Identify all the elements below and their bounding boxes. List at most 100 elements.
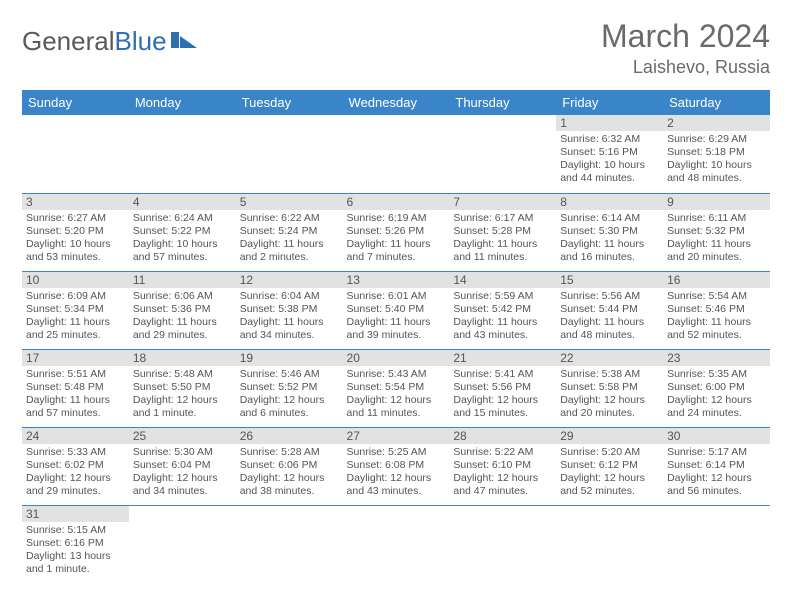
day-details: Sunrise: 5:51 AMSunset: 5:48 PMDaylight:…	[22, 366, 129, 424]
sunset-text: Sunset: 5:40 PM	[347, 303, 446, 316]
sunrise-text: Sunrise: 5:43 AM	[347, 368, 446, 381]
day-number: 16	[663, 272, 770, 288]
day-number: 25	[129, 428, 236, 444]
sunrise-text: Sunrise: 5:38 AM	[560, 368, 659, 381]
day-number	[236, 115, 343, 131]
day-number: 8	[556, 194, 663, 210]
day-number: 22	[556, 350, 663, 366]
day-number	[449, 506, 556, 522]
daylight-text: Daylight: 12 hours and 20 minutes.	[560, 394, 659, 420]
day-details: Sunrise: 5:56 AMSunset: 5:44 PMDaylight:…	[556, 288, 663, 346]
sunset-text: Sunset: 6:16 PM	[26, 537, 125, 550]
day-details: Sunrise: 5:43 AMSunset: 5:54 PMDaylight:…	[343, 366, 450, 424]
calendar-cell: 16Sunrise: 5:54 AMSunset: 5:46 PMDayligh…	[663, 271, 770, 349]
daylight-text: Daylight: 11 hours and 16 minutes.	[560, 238, 659, 264]
sunset-text: Sunset: 5:22 PM	[133, 225, 232, 238]
calendar-cell: 23Sunrise: 5:35 AMSunset: 6:00 PMDayligh…	[663, 349, 770, 427]
sunset-text: Sunset: 6:14 PM	[667, 459, 766, 472]
day-details: Sunrise: 6:24 AMSunset: 5:22 PMDaylight:…	[129, 210, 236, 268]
day-number: 11	[129, 272, 236, 288]
day-header: Friday	[556, 90, 663, 115]
calendar-cell: 21Sunrise: 5:41 AMSunset: 5:56 PMDayligh…	[449, 349, 556, 427]
day-header: Monday	[129, 90, 236, 115]
sunrise-text: Sunrise: 6:24 AM	[133, 212, 232, 225]
day-details: Sunrise: 5:25 AMSunset: 6:08 PMDaylight:…	[343, 444, 450, 502]
calendar-cell: 17Sunrise: 5:51 AMSunset: 5:48 PMDayligh…	[22, 349, 129, 427]
brand-logo: GeneralBlue	[22, 26, 199, 57]
day-number	[556, 506, 663, 522]
daylight-text: Daylight: 13 hours and 1 minute.	[26, 550, 125, 576]
day-details: Sunrise: 5:22 AMSunset: 6:10 PMDaylight:…	[449, 444, 556, 502]
sunset-text: Sunset: 5:56 PM	[453, 381, 552, 394]
sunset-text: Sunset: 5:46 PM	[667, 303, 766, 316]
calendar-cell	[343, 115, 450, 193]
sunset-text: Sunset: 5:28 PM	[453, 225, 552, 238]
sunrise-text: Sunrise: 6:14 AM	[560, 212, 659, 225]
calendar-cell	[556, 505, 663, 583]
sunset-text: Sunset: 5:30 PM	[560, 225, 659, 238]
calendar-cell: 4Sunrise: 6:24 AMSunset: 5:22 PMDaylight…	[129, 193, 236, 271]
day-number: 3	[22, 194, 129, 210]
calendar-cell: 28Sunrise: 5:22 AMSunset: 6:10 PMDayligh…	[449, 427, 556, 505]
flag-icon	[171, 26, 199, 57]
daylight-text: Daylight: 11 hours and 34 minutes.	[240, 316, 339, 342]
sunset-text: Sunset: 6:00 PM	[667, 381, 766, 394]
day-number	[129, 506, 236, 522]
calendar-cell: 9Sunrise: 6:11 AMSunset: 5:32 PMDaylight…	[663, 193, 770, 271]
daylight-text: Daylight: 10 hours and 57 minutes.	[133, 238, 232, 264]
day-details: Sunrise: 6:06 AMSunset: 5:36 PMDaylight:…	[129, 288, 236, 346]
sunset-text: Sunset: 5:24 PM	[240, 225, 339, 238]
day-number	[449, 115, 556, 131]
calendar-cell: 20Sunrise: 5:43 AMSunset: 5:54 PMDayligh…	[343, 349, 450, 427]
sunrise-text: Sunrise: 5:22 AM	[453, 446, 552, 459]
sunrise-text: Sunrise: 5:17 AM	[667, 446, 766, 459]
day-number: 9	[663, 194, 770, 210]
day-number: 4	[129, 194, 236, 210]
sunset-text: Sunset: 5:16 PM	[560, 146, 659, 159]
day-header: Thursday	[449, 90, 556, 115]
table-row: 1Sunrise: 6:32 AMSunset: 5:16 PMDaylight…	[22, 115, 770, 193]
sunset-text: Sunset: 5:50 PM	[133, 381, 232, 394]
sunset-text: Sunset: 6:10 PM	[453, 459, 552, 472]
day-details: Sunrise: 5:30 AMSunset: 6:04 PMDaylight:…	[129, 444, 236, 502]
sunrise-text: Sunrise: 5:59 AM	[453, 290, 552, 303]
calendar-cell: 5Sunrise: 6:22 AMSunset: 5:24 PMDaylight…	[236, 193, 343, 271]
sunset-text: Sunset: 5:36 PM	[133, 303, 232, 316]
sunrise-text: Sunrise: 6:17 AM	[453, 212, 552, 225]
brand-part2: Blue	[115, 26, 167, 57]
day-number	[343, 115, 450, 131]
sunrise-text: Sunrise: 6:04 AM	[240, 290, 339, 303]
sunset-text: Sunset: 5:26 PM	[347, 225, 446, 238]
daylight-text: Daylight: 11 hours and 11 minutes.	[453, 238, 552, 264]
day-header: Sunday	[22, 90, 129, 115]
calendar-cell: 14Sunrise: 5:59 AMSunset: 5:42 PMDayligh…	[449, 271, 556, 349]
day-details: Sunrise: 5:15 AMSunset: 6:16 PMDaylight:…	[22, 522, 129, 580]
day-details: Sunrise: 6:32 AMSunset: 5:16 PMDaylight:…	[556, 131, 663, 189]
daylight-text: Daylight: 11 hours and 43 minutes.	[453, 316, 552, 342]
sunrise-text: Sunrise: 5:56 AM	[560, 290, 659, 303]
table-row: 3Sunrise: 6:27 AMSunset: 5:20 PMDaylight…	[22, 193, 770, 271]
sunrise-text: Sunrise: 6:11 AM	[667, 212, 766, 225]
sunrise-text: Sunrise: 6:19 AM	[347, 212, 446, 225]
sunset-text: Sunset: 6:06 PM	[240, 459, 339, 472]
day-details: Sunrise: 6:09 AMSunset: 5:34 PMDaylight:…	[22, 288, 129, 346]
calendar-cell: 24Sunrise: 5:33 AMSunset: 6:02 PMDayligh…	[22, 427, 129, 505]
daylight-text: Daylight: 11 hours and 25 minutes.	[26, 316, 125, 342]
day-details: Sunrise: 6:04 AMSunset: 5:38 PMDaylight:…	[236, 288, 343, 346]
daylight-text: Daylight: 12 hours and 15 minutes.	[453, 394, 552, 420]
calendar-cell: 12Sunrise: 6:04 AMSunset: 5:38 PMDayligh…	[236, 271, 343, 349]
calendar-cell: 26Sunrise: 5:28 AMSunset: 6:06 PMDayligh…	[236, 427, 343, 505]
calendar-cell: 19Sunrise: 5:46 AMSunset: 5:52 PMDayligh…	[236, 349, 343, 427]
sunrise-text: Sunrise: 5:28 AM	[240, 446, 339, 459]
day-header: Saturday	[663, 90, 770, 115]
day-number: 2	[663, 115, 770, 131]
sunset-text: Sunset: 5:58 PM	[560, 381, 659, 394]
day-details: Sunrise: 6:17 AMSunset: 5:28 PMDaylight:…	[449, 210, 556, 268]
daylight-text: Daylight: 12 hours and 29 minutes.	[26, 472, 125, 498]
header-bar: GeneralBlue March 2024 Laishevo, Russia	[22, 18, 770, 78]
calendar-cell	[129, 505, 236, 583]
sunset-text: Sunset: 5:20 PM	[26, 225, 125, 238]
day-number: 18	[129, 350, 236, 366]
sunrise-text: Sunrise: 5:33 AM	[26, 446, 125, 459]
calendar-cell: 7Sunrise: 6:17 AMSunset: 5:28 PMDaylight…	[449, 193, 556, 271]
